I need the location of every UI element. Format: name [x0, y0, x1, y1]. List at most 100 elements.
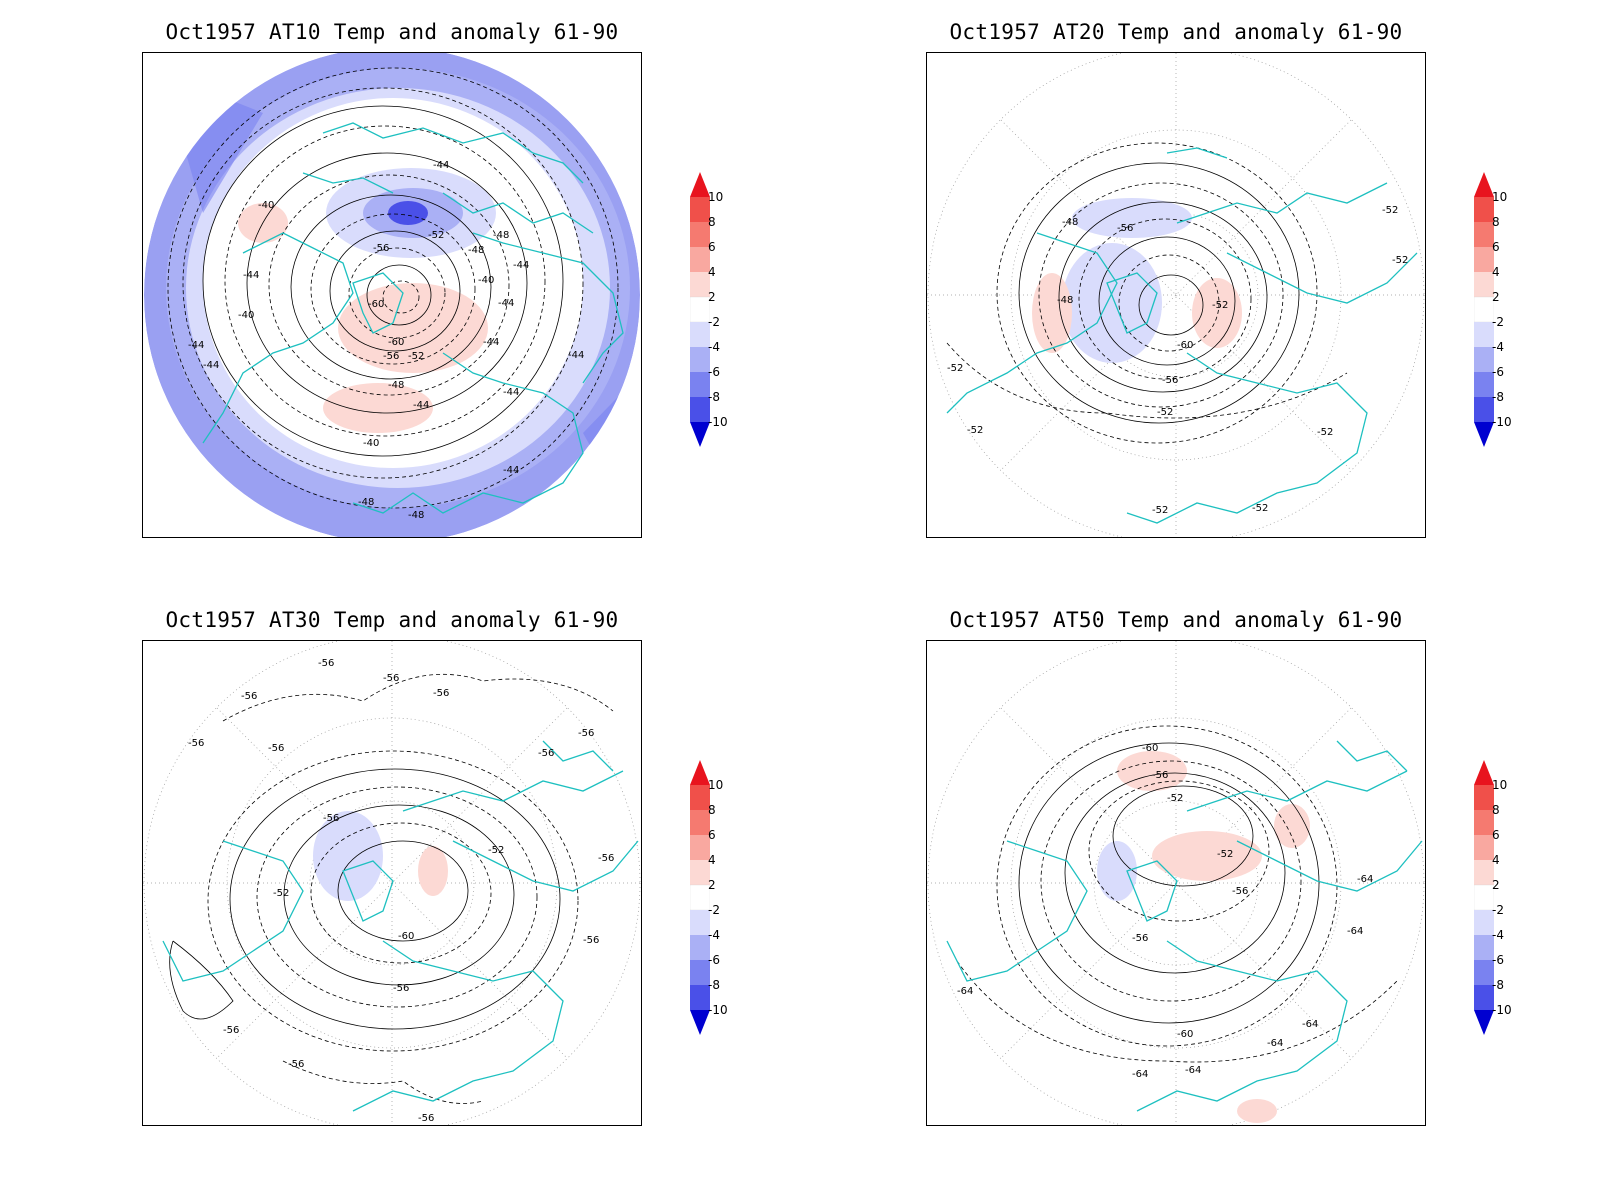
- colorbar-label: 6: [708, 828, 716, 842]
- colorbar-label: -6: [1492, 365, 1504, 379]
- contour-label: -48: [408, 510, 424, 521]
- colorbar-label: 4: [708, 265, 716, 279]
- contour-label: -60: [368, 299, 384, 310]
- contour-label: -44: [513, 260, 529, 271]
- contour-label: -64: [957, 986, 973, 997]
- grid: [143, 641, 641, 1125]
- colorbar-label: 10: [708, 778, 724, 792]
- contour-label: -48: [468, 245, 484, 256]
- contours: [956, 725, 1398, 1063]
- colorbar-label: -10: [1492, 415, 1512, 429]
- contour-label: -56: [188, 738, 204, 749]
- contour-label: -44: [503, 465, 519, 476]
- contour-label: -52: [1212, 300, 1228, 311]
- contour-label: -64: [1357, 874, 1373, 885]
- contour-label: -44: [243, 270, 259, 281]
- contour-labels: -48 -56 -48 -52 -52 -52 -60 -56 -52 -52 …: [947, 205, 1408, 516]
- contours: [946, 142, 1348, 444]
- colorbar-label: -6: [1492, 953, 1504, 967]
- contour-label: -56: [583, 935, 599, 946]
- colorbar-label: -2: [708, 315, 720, 329]
- contour-label: -56: [1117, 223, 1133, 234]
- contour-label: -56: [323, 813, 339, 824]
- contour-label: -56: [288, 1059, 304, 1070]
- colorbar-label: 8: [708, 215, 716, 229]
- colorbar-label: -8: [1492, 390, 1504, 404]
- contour-label: -44: [188, 340, 204, 351]
- contour-label: -64: [1302, 1019, 1318, 1030]
- contour-label: -56: [1232, 886, 1248, 897]
- contour-label: -48: [1062, 217, 1078, 228]
- contour-label: -64: [1132, 1069, 1148, 1080]
- colorbar-label: 2: [708, 878, 716, 892]
- colorbar-label: -2: [708, 903, 720, 917]
- colorbar-label: -10: [708, 415, 728, 429]
- contour-label: -44: [568, 350, 584, 361]
- contour-label: -40: [258, 200, 274, 211]
- contour-label: -52: [1167, 793, 1183, 804]
- colorbar-label: 2: [708, 290, 716, 304]
- contour-label: -40: [363, 438, 379, 449]
- contour-label: -60: [1177, 1029, 1193, 1040]
- contour-label: -52: [428, 230, 444, 241]
- colorbar-svg: [689, 760, 711, 1035]
- map-svg-at30: -56 -56 -56 -56 -56 -56 -56 -56 -52 -52 …: [143, 641, 641, 1125]
- colorbar-at20: 10 8 6 4 2 -2 -4 -6 -8 -10: [1473, 172, 1544, 462]
- map-svg-at50: -60 -56 -52 -52 -56 -56 -64 -64 -64 -60 …: [927, 641, 1425, 1125]
- coastlines: [202, 122, 624, 514]
- colorbar-label: 4: [1492, 853, 1500, 867]
- colorbar-label: 2: [1492, 290, 1500, 304]
- contour-label: -44: [433, 160, 449, 171]
- contours: [169, 673, 614, 1104]
- contour-labels: -60 -56 -52 -52 -56 -56 -64 -64 -64 -60 …: [957, 743, 1373, 1080]
- contours: [167, 67, 619, 509]
- contour-label: -60: [398, 931, 414, 942]
- contour-label: -56: [268, 743, 284, 754]
- contour-label: -64: [1185, 1065, 1201, 1076]
- colorbar-label: -10: [1492, 1003, 1512, 1017]
- colorbar-label: -8: [1492, 978, 1504, 992]
- panel-title: Oct1957 AT20 Temp and anomaly 61-90: [949, 20, 1403, 44]
- coastlines: [162, 740, 639, 1112]
- colorbar-label: -2: [1492, 903, 1504, 917]
- contour-label: -48: [388, 380, 404, 391]
- map-at30: -56 -56 -56 -56 -56 -56 -56 -56 -52 -52 …: [142, 640, 642, 1126]
- colorbar-svg: [689, 172, 711, 447]
- colorbar-label: -6: [708, 365, 720, 379]
- colorbar-label: -4: [1492, 928, 1504, 942]
- map-svg-at10: -44 -40 -40 -44 -44 -44 -56 -52 -48 -48 …: [144, 53, 640, 537]
- contour-label: -56: [578, 728, 594, 739]
- contour-label: -52: [967, 425, 983, 436]
- contour-label: -56: [418, 1113, 434, 1124]
- colorbar-label: -4: [1492, 340, 1504, 354]
- colorbar-label: 4: [1492, 265, 1500, 279]
- contour-label: -60: [1177, 340, 1193, 351]
- colorbar-label: -8: [708, 978, 720, 992]
- contour-label: -56: [393, 983, 409, 994]
- colorbar-label: 4: [708, 853, 716, 867]
- contour-label: -52: [1252, 503, 1268, 514]
- contour-label: -56: [538, 748, 554, 759]
- contour-label: -48: [358, 497, 374, 508]
- contour-label: -56: [598, 853, 614, 864]
- contour-label: -56: [318, 658, 334, 669]
- contour-label: -64: [1267, 1038, 1283, 1049]
- contour-label: -56: [383, 351, 399, 362]
- contour-label: -52: [947, 363, 963, 374]
- contour-label: -60: [1142, 743, 1158, 754]
- map-at50: -60 -56 -52 -52 -56 -56 -64 -64 -64 -60 …: [926, 640, 1426, 1126]
- contour-label: -44: [503, 387, 519, 398]
- colorbar-at30: 10 8 6 4 2 -2 -4 -6 -8 -10: [689, 760, 760, 1050]
- map-at20: -48 -56 -48 -52 -52 -52 -60 -56 -52 -52 …: [926, 52, 1426, 538]
- panel-title: Oct1957 AT10 Temp and anomaly 61-90: [165, 20, 619, 44]
- contour-label: -52: [1217, 849, 1233, 860]
- colorbar-label: -2: [1492, 315, 1504, 329]
- contour-label: -40: [478, 275, 494, 286]
- colorbar-at10: 10 8 6 4 2 -2 -4 -6 -8 -10: [689, 172, 760, 462]
- contour-label: -44: [483, 337, 499, 348]
- colorbar-svg: [1473, 760, 1495, 1035]
- contour-label: -52: [408, 351, 424, 362]
- colorbar-label: 8: [708, 803, 716, 817]
- contour-label: -44: [413, 400, 429, 411]
- panel-title: Oct1957 AT50 Temp and anomaly 61-90: [949, 608, 1403, 632]
